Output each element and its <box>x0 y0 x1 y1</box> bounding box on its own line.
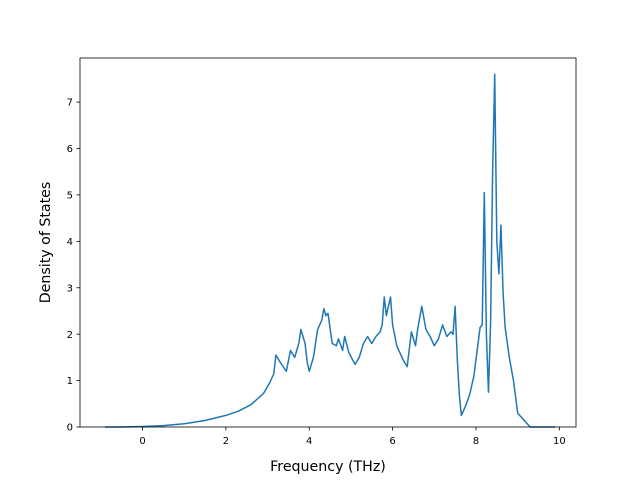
dos-series-line <box>105 73 556 428</box>
y-tick-label: 0 <box>67 423 73 434</box>
y-tick-label: 2 <box>67 330 73 341</box>
x-tick-label: 6 <box>389 436 395 447</box>
y-tick-label: 5 <box>67 191 73 202</box>
y-axis-label: Density of States <box>38 182 54 304</box>
x-tick-label: 0 <box>139 436 145 447</box>
plot-area <box>105 73 556 428</box>
axes-frame <box>79 57 577 428</box>
y-tick-label: 6 <box>67 144 73 155</box>
y-tick-label: 4 <box>67 237 73 248</box>
x-tick-label: 8 <box>473 436 479 447</box>
x-axis-label: Frequency (THz) <box>270 459 386 475</box>
y-tick-label: 7 <box>67 98 73 109</box>
x-tick-label: 2 <box>223 436 229 447</box>
y-tick-label: 3 <box>67 283 73 294</box>
x-tick-label: 10 <box>553 436 566 447</box>
x-axis: 0 2 4 6 8 10 <box>139 427 566 447</box>
y-axis: 0 1 2 3 4 5 6 7 <box>67 98 80 434</box>
y-tick-label: 1 <box>67 376 73 387</box>
x-tick-label: 4 <box>306 436 312 447</box>
